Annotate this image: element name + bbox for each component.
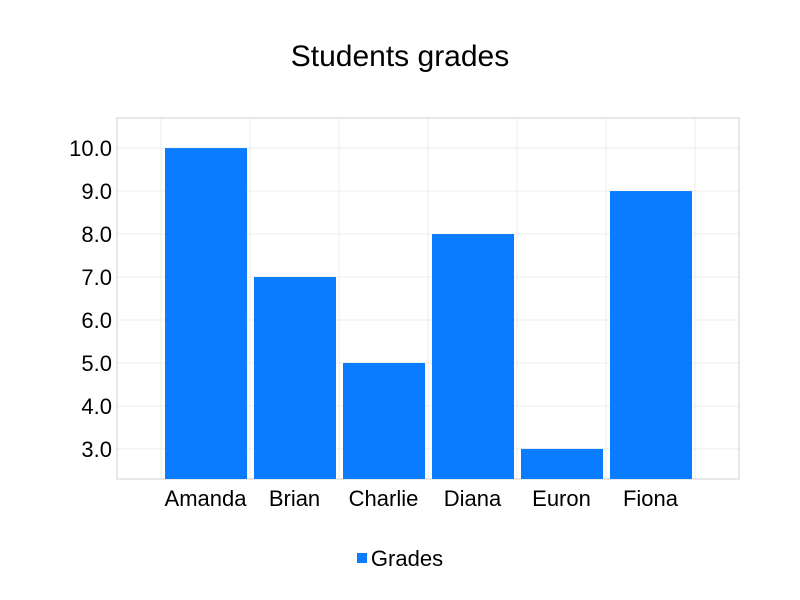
x-tick-label: Euron — [532, 486, 591, 511]
x-tick-label: Diana — [444, 486, 502, 511]
x-tick-label: Amanda — [165, 486, 248, 511]
bar-brian — [254, 277, 336, 479]
x-tick-label: Brian — [269, 486, 320, 511]
bar-diana — [432, 234, 514, 479]
y-tick-label: 10.0 — [69, 136, 112, 161]
plot-frame — [116, 117, 740, 480]
y-axis-ticks: 3.0 4.0 5.0 6.0 7.0 8.0 9.0 10.0 — [69, 136, 112, 462]
bar-euron — [521, 448, 603, 479]
chart-title: Students grades — [290, 40, 510, 73]
legend-swatch-icon — [356, 553, 367, 563]
x-tick-label: Charlie — [349, 486, 419, 511]
y-tick-label: 9.0 — [81, 179, 112, 204]
y-tick-label: 3.0 — [81, 437, 112, 462]
bar-charlie — [343, 362, 425, 479]
y-tick-label: 5.0 — [81, 351, 112, 376]
legend-label: Grades — [370, 546, 444, 571]
legend: Grades — [0, 546, 800, 572]
y-tick-label: 8.0 — [81, 222, 112, 247]
x-tick-label: Fiona — [623, 486, 679, 511]
y-tick-label: 7.0 — [81, 265, 112, 290]
x-axis-ticks: Amanda Brian Charlie Diana Euron Fiona — [165, 486, 679, 511]
y-tick-label: 4.0 — [81, 394, 112, 419]
bar-fiona — [610, 191, 692, 480]
bar-amanda — [165, 148, 247, 480]
y-tick-label: 6.0 — [81, 308, 112, 333]
bars-layer — [165, 148, 692, 480]
